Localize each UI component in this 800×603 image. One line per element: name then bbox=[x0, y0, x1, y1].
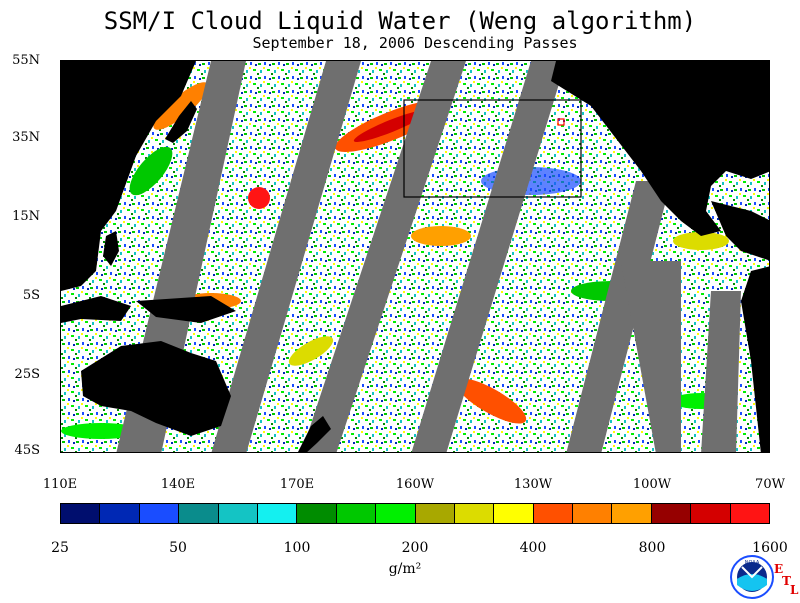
colorbar-swatch bbox=[730, 504, 770, 523]
etl-letter-t: T bbox=[782, 574, 791, 588]
lat-label-25s: 25S bbox=[14, 367, 40, 382]
lon-label-100w: 100W bbox=[632, 477, 672, 492]
lon-label-170e: 170E bbox=[279, 477, 315, 492]
noaa-logo-text: NOAA bbox=[745, 560, 760, 566]
colorbar-label-25: 25 bbox=[51, 540, 69, 556]
colorbar-label-1600: 1600 bbox=[752, 540, 788, 556]
noaa-logo-icon: NOAA bbox=[730, 555, 774, 599]
lat-label-55n: 55N bbox=[12, 53, 40, 68]
map-title: SSM/I Cloud Liquid Water (Weng algorithm… bbox=[103, 7, 697, 35]
colorbar-swatch bbox=[533, 504, 574, 523]
colorbar-swatch bbox=[257, 504, 298, 523]
map-subtitle: September 18, 2006 Descending Passes bbox=[252, 34, 578, 52]
lon-label-70w: 70W bbox=[755, 477, 785, 492]
colorbar-swatch bbox=[612, 504, 652, 523]
analysis-region-box bbox=[403, 99, 582, 198]
colorbar-swatch bbox=[218, 504, 258, 523]
lat-label-35n: 35N bbox=[12, 130, 40, 145]
cloud-water-map bbox=[60, 60, 770, 453]
colorbar bbox=[60, 503, 770, 524]
colorbar-swatch bbox=[376, 504, 416, 523]
colorbar-swatch bbox=[454, 504, 495, 523]
colorbar-label-800: 800 bbox=[638, 540, 666, 556]
colorbar-swatch bbox=[100, 504, 140, 523]
lat-label-15n: 15N bbox=[12, 209, 40, 224]
colorbar-swatch bbox=[139, 504, 180, 523]
lat-label-5s: 5S bbox=[22, 288, 40, 303]
colorbar-swatch bbox=[494, 504, 534, 523]
lon-label-160w: 160W bbox=[395, 477, 435, 492]
colorbar-swatch bbox=[691, 504, 731, 523]
lon-label-110e: 110E bbox=[42, 477, 78, 492]
etl-letter-l: L bbox=[790, 583, 799, 597]
colorbar-swatch bbox=[415, 504, 455, 523]
colorbar-swatch bbox=[651, 504, 692, 523]
lon-label-140e: 140E bbox=[160, 477, 196, 492]
colorbar-swatch bbox=[297, 504, 337, 523]
colorbar-label-50: 50 bbox=[169, 540, 187, 556]
station-marker bbox=[557, 118, 565, 126]
colorbar-label-200: 200 bbox=[401, 540, 429, 556]
lon-label-130w: 130W bbox=[513, 477, 553, 492]
lat-label-45s: 45S bbox=[14, 443, 40, 458]
colorbar-swatch bbox=[61, 504, 101, 523]
colorbar-label-100: 100 bbox=[283, 540, 311, 556]
etl-letter-e: E bbox=[774, 562, 784, 576]
land bbox=[61, 61, 769, 452]
colorbar-label-400: 400 bbox=[519, 540, 547, 556]
colorbar-swatch bbox=[573, 504, 613, 523]
colorbar-units: g/m² bbox=[388, 561, 422, 577]
colorbar-swatch bbox=[336, 504, 377, 523]
colorbar-swatch bbox=[179, 504, 219, 523]
